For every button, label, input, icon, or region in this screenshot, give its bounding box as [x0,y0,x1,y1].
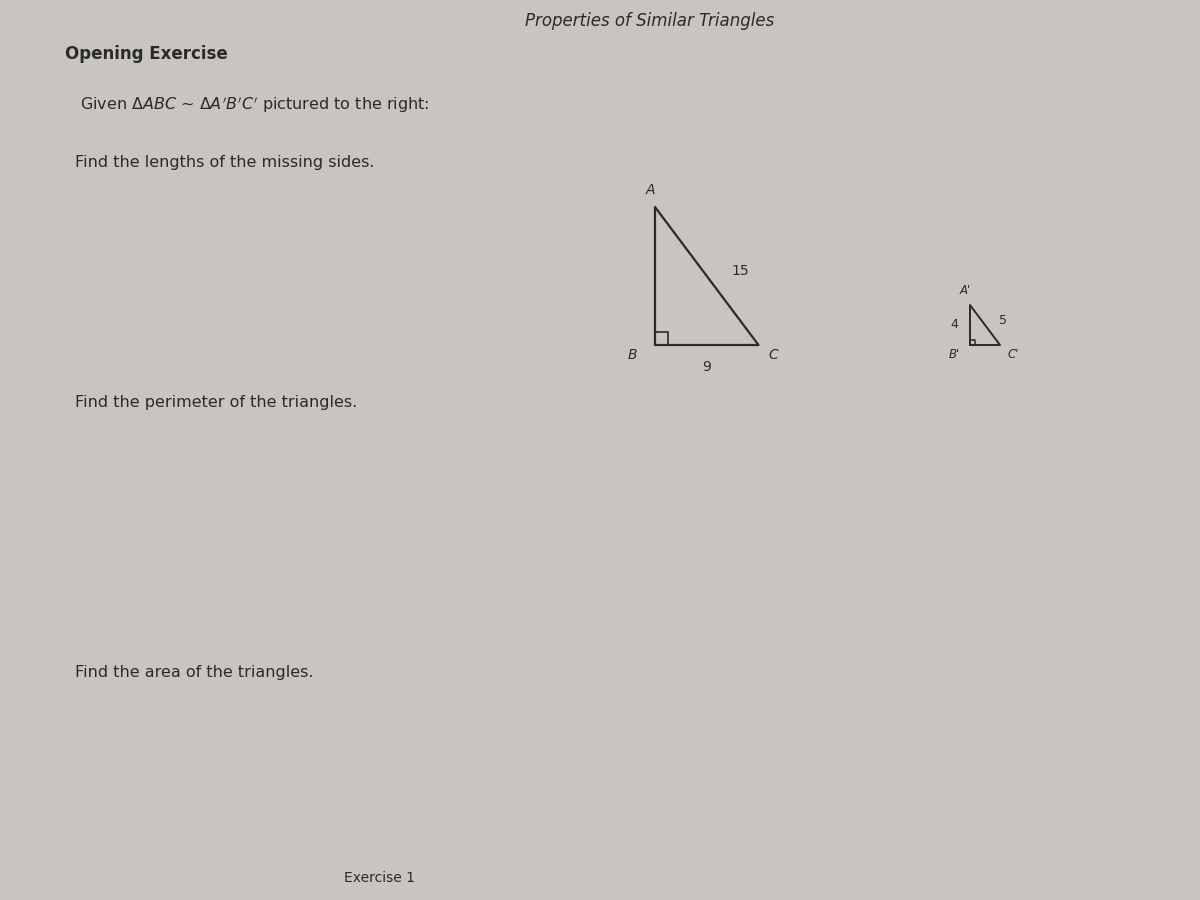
Text: C': C' [1008,348,1020,361]
Text: Exercise 1: Exercise 1 [344,871,415,885]
Text: Given $\it{\Delta}$$\it{ABC}$ ~ $\it{\Delta A' B' C'}$ pictured to the right:: Given $\it{\Delta}$$\it{ABC}$ ~ $\it{\De… [80,95,430,115]
Text: Properties of Similar Triangles: Properties of Similar Triangles [526,12,775,30]
Text: Find the area of the triangles.: Find the area of the triangles. [74,665,313,680]
Text: 4: 4 [950,319,958,331]
Text: B': B' [949,348,960,361]
Text: Find the perimeter of the triangles.: Find the perimeter of the triangles. [74,395,358,410]
Text: B: B [628,348,637,362]
Text: A': A' [959,284,971,297]
Text: C: C [768,348,779,362]
Text: 9: 9 [702,360,712,374]
Text: 15: 15 [732,264,749,278]
Text: Find the lengths of the missing sides.: Find the lengths of the missing sides. [74,155,374,170]
Text: 5: 5 [998,313,1007,327]
Text: Opening Exercise: Opening Exercise [65,45,228,63]
Text: A: A [646,183,655,197]
